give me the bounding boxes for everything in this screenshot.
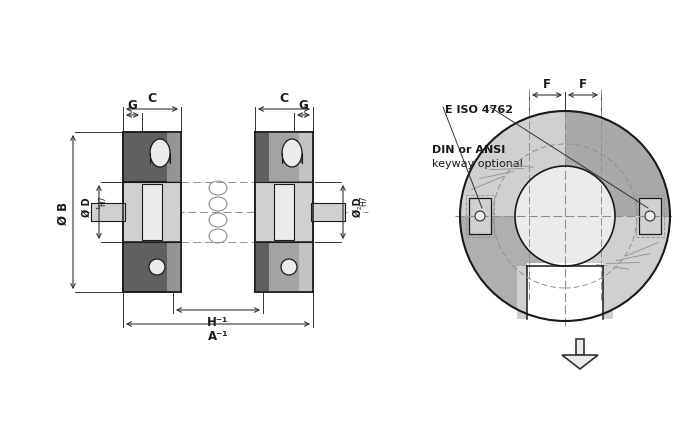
Text: DIN or ANSI: DIN or ANSI <box>432 145 505 155</box>
Text: ₁: ₁ <box>94 205 102 208</box>
Bar <box>150 154 170 164</box>
Text: H⁻¹: H⁻¹ <box>207 315 229 328</box>
Ellipse shape <box>475 211 485 221</box>
Bar <box>255 133 269 183</box>
Ellipse shape <box>150 140 170 168</box>
Bar <box>636 196 664 237</box>
Bar <box>527 263 603 323</box>
Ellipse shape <box>281 260 297 275</box>
Text: keyway optional: keyway optional <box>432 159 523 169</box>
Bar <box>255 243 313 293</box>
Bar <box>282 154 302 164</box>
Bar <box>639 198 661 234</box>
Text: C: C <box>148 92 157 105</box>
Bar <box>517 266 527 319</box>
Polygon shape <box>562 355 598 369</box>
Bar <box>576 339 584 355</box>
Text: Ø D: Ø D <box>82 197 92 216</box>
Bar <box>299 133 313 183</box>
Bar <box>142 184 162 240</box>
Bar <box>123 133 181 183</box>
Text: G: G <box>127 99 137 112</box>
Text: H7: H7 <box>99 195 108 206</box>
Ellipse shape <box>645 211 655 221</box>
Text: A⁻¹: A⁻¹ <box>208 329 228 342</box>
Bar <box>469 198 491 234</box>
Bar <box>255 183 313 243</box>
Bar <box>255 243 269 293</box>
Ellipse shape <box>149 260 165 275</box>
Wedge shape <box>565 112 670 217</box>
Bar <box>255 133 313 183</box>
Bar <box>603 266 613 319</box>
Bar <box>167 133 181 183</box>
Bar <box>299 243 313 293</box>
Text: ₂: ₂ <box>354 205 363 208</box>
Text: H7: H7 <box>360 195 368 206</box>
Circle shape <box>515 167 615 266</box>
Circle shape <box>460 112 670 321</box>
Bar <box>269 243 299 293</box>
Text: F: F <box>543 78 551 91</box>
Ellipse shape <box>282 140 302 168</box>
Text: F: F <box>579 78 587 91</box>
Bar <box>167 243 181 293</box>
Bar <box>123 183 181 243</box>
Text: Ø D: Ø D <box>353 197 363 216</box>
Wedge shape <box>460 217 565 321</box>
Text: C: C <box>279 92 288 105</box>
Bar <box>466 196 494 237</box>
Bar <box>274 184 294 240</box>
Bar <box>311 204 345 221</box>
Bar <box>91 204 125 221</box>
Bar <box>123 243 181 293</box>
Text: Ø B: Ø B <box>57 201 69 224</box>
Bar <box>269 133 299 183</box>
Text: E ISO 4762: E ISO 4762 <box>445 105 513 115</box>
Text: G: G <box>299 99 309 112</box>
